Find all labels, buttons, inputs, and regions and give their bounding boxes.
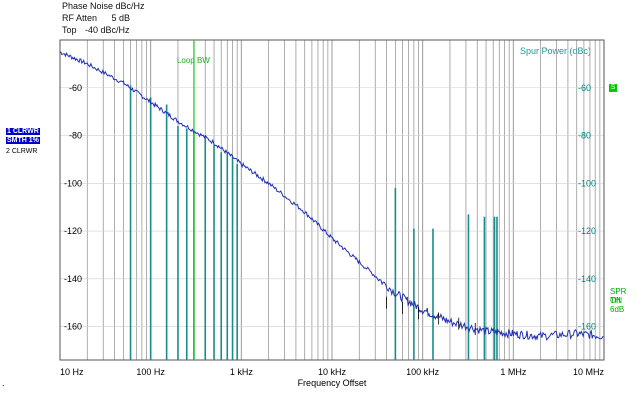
x-tick-label: 100 Hz xyxy=(136,367,165,377)
x-tick-label: 10 Hz xyxy=(60,367,84,377)
trace1-tag[interactable]: 1 CLRWR xyxy=(6,128,40,136)
x-axis-title: Frequency Offset xyxy=(298,378,367,388)
y2-tick-label: -80 xyxy=(578,131,591,141)
spur-power-label: Spur Power (dBc) xyxy=(520,46,592,56)
y-tick-label: -80 xyxy=(69,131,82,141)
y2-tick-label: -120 xyxy=(578,226,596,236)
rf-atten-row: RF Atten 5 dB xyxy=(62,12,145,24)
trace1-smooth-tag[interactable]: SMTH 1% xyxy=(6,137,40,145)
plot-frame xyxy=(59,39,605,361)
rf-atten-value: 5 dB xyxy=(111,13,131,23)
top-row: Top -40 dBc/Hz xyxy=(62,24,145,36)
x-tick-label: 1 kHz xyxy=(230,367,254,377)
marker-box[interactable]: S xyxy=(609,84,617,92)
x-tick-label: 1 MHz xyxy=(500,367,527,377)
trace1-smooth-label: SMTH 1% xyxy=(6,137,40,144)
y2-tick-label: -140 xyxy=(578,274,596,284)
rf-atten-label: RF Atten xyxy=(62,13,98,23)
spr-on-label: SPR ON xyxy=(610,287,627,305)
trace1-mode-label: 1 CLRWR xyxy=(6,128,40,135)
y2-tick-label: -160 xyxy=(578,322,596,332)
trace2-mode-label: 2 CLRWR xyxy=(6,148,38,155)
y2-tick-label: -60 xyxy=(578,83,591,93)
threshold-label: TH 6dB xyxy=(610,296,625,314)
header-title: Phase Noise dBc/Hz xyxy=(62,1,145,11)
footer-dot: . xyxy=(2,378,5,388)
y-tick-label: -120 xyxy=(64,226,82,236)
y-tick-label: -140 xyxy=(64,274,82,284)
loop-bw-label: Loop BW xyxy=(177,56,210,65)
x-tick-label: 100 kHz xyxy=(406,367,440,377)
y-tick-label: -100 xyxy=(64,178,82,188)
y-tick-label: -60 xyxy=(69,83,82,93)
top-value: -40 dBc/Hz xyxy=(85,25,130,35)
y-tick-label: -160 xyxy=(64,322,82,332)
measurement-header: Phase Noise dBc/Hz RF Atten 5 dB Top -40… xyxy=(62,0,145,36)
trace2-tag[interactable]: 2 CLRWR xyxy=(6,148,37,155)
x-tick-label: 10 kHz xyxy=(318,367,347,377)
y2-tick-label: -100 xyxy=(578,178,596,188)
top-label: Top xyxy=(62,25,77,35)
phase-noise-trace xyxy=(59,51,604,341)
x-tick-label: 10 MHz xyxy=(573,367,605,377)
